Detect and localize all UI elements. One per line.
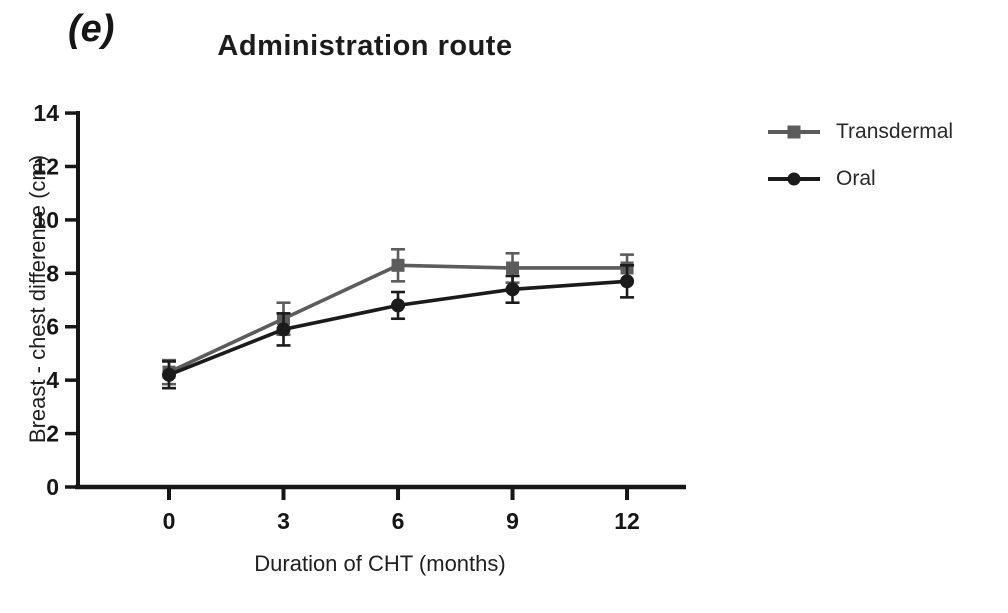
data-point-oral <box>276 322 291 337</box>
legend-swatch-oral <box>768 165 820 193</box>
data-point-transdermal <box>391 258 405 272</box>
y-axis-label: Breast - chest difference (cm) <box>25 154 50 444</box>
data-point-oral <box>620 274 635 289</box>
legend-label-transdermal: Transdermal <box>836 120 954 143</box>
legend-swatch-transdermal <box>768 118 820 146</box>
circle-marker-icon <box>787 172 801 186</box>
y-tick-label: 2 <box>46 421 59 447</box>
y-tick-label: 0 <box>46 474 59 500</box>
data-point-oral <box>391 298 406 313</box>
x-tick-label: 9 <box>506 508 519 534</box>
square-marker-icon <box>787 125 801 139</box>
x-axis-label: Duration of CHT (months) <box>254 551 506 576</box>
panel-label: (e) <box>68 8 115 50</box>
legend-label-oral: Oral <box>836 167 876 190</box>
y-tick-label: 10 <box>33 207 59 233</box>
legend: Transdermal Oral <box>768 118 953 212</box>
data-point-oral <box>162 367 176 382</box>
chart-title: Administration route <box>217 30 513 62</box>
x-tick-label: 6 <box>392 508 405 534</box>
data-point-oral <box>505 282 520 297</box>
legend-item-oral: Oral <box>768 165 953 193</box>
y-tick-label: 14 <box>33 100 59 126</box>
x-tick-label: 3 <box>277 508 290 534</box>
x-tick-label: 0 <box>163 508 176 534</box>
y-tick-label: 12 <box>33 153 59 179</box>
y-tick-label: 4 <box>46 367 59 393</box>
x-tick-label: 12 <box>614 508 640 534</box>
y-tick-label: 8 <box>46 260 59 286</box>
y-tick-label: 6 <box>46 314 59 340</box>
data-point-transdermal <box>506 261 520 275</box>
legend-item-transdermal: Transdermal <box>768 118 953 146</box>
